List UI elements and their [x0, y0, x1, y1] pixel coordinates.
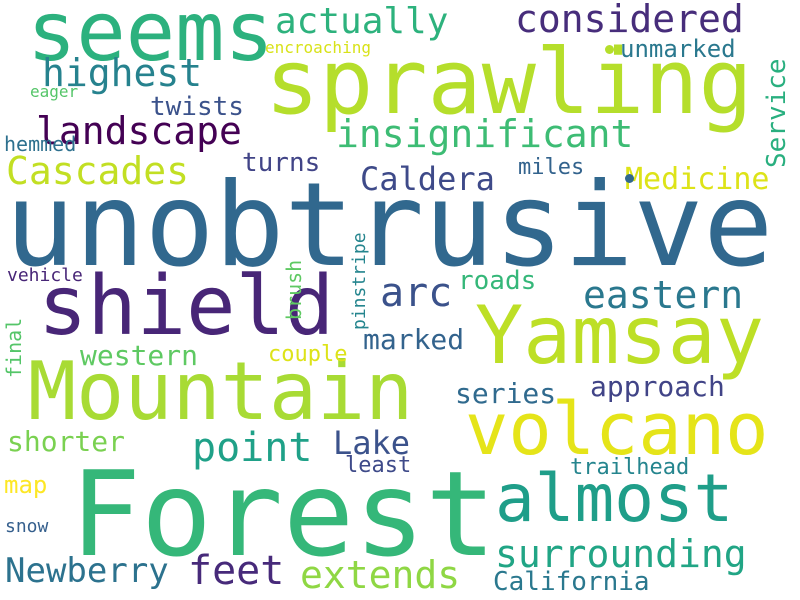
word-eager: eager [30, 82, 79, 101]
word-series: series [455, 377, 557, 410]
word-shield: shield [38, 259, 335, 354]
word-pinstripe: pinstripe [349, 232, 370, 330]
word-snow: snow [5, 516, 49, 537]
word-turns: turns [242, 148, 321, 178]
word-insignificant: insignificant [336, 112, 634, 156]
word-brush: brush [282, 259, 306, 320]
word-map: map [4, 471, 48, 499]
word-western: western [80, 339, 199, 372]
word-final: final [2, 317, 26, 378]
word-point: point [192, 425, 313, 471]
word-seems: seems [27, 0, 274, 80]
word-volcano: volcano [465, 387, 769, 471]
word-considered: considered [515, 0, 744, 41]
word-encroaching: encroaching [265, 38, 371, 57]
word-yamsay: Yamsay [475, 289, 764, 382]
word-medicine: Medicine [625, 162, 770, 197]
word-cascades: Cascades [6, 149, 190, 193]
word-service: Service [762, 58, 792, 168]
word-actually: actually [275, 1, 449, 42]
word-sprawling: sprawling [265, 30, 753, 135]
word-approach: approach [590, 370, 725, 403]
word-newberry: Newberry [5, 551, 169, 591]
word-hemmed[interactable]: hemmed [4, 132, 77, 156]
word-unobtrusive: unobtrusive [5, 158, 774, 293]
word-highest: highest [42, 51, 203, 95]
dot-yellow [605, 45, 614, 54]
word-landscape: landscape [36, 109, 242, 153]
word-eastern: eastern [583, 273, 744, 317]
word-surrounding: surrounding [495, 532, 747, 576]
word-lake: Lake [333, 424, 411, 462]
word-forest: Forest [70, 445, 497, 583]
word-least: least [345, 453, 412, 478]
word-shorter: shorter [7, 425, 126, 458]
word-marked: marked [363, 323, 465, 356]
word-arc: arc [380, 270, 453, 316]
word-couple: couple [268, 342, 348, 367]
word-california: California [493, 567, 650, 597]
word-roads: roads [458, 266, 537, 296]
word-miles: miles [518, 155, 585, 180]
word-twists: twists [150, 92, 244, 122]
word-vehicle: vehicle [7, 265, 83, 286]
word-mountain: Mountain [28, 345, 414, 438]
dot-blue [625, 174, 634, 183]
word-caldera: Caldera [360, 160, 495, 198]
word-unmarked: unmarked [620, 35, 736, 63]
word-feet: feet [188, 548, 285, 594]
word-almost: almost [495, 460, 734, 537]
word-trailhead: trailhead [570, 455, 690, 480]
word-extends: extends [300, 553, 461, 597]
